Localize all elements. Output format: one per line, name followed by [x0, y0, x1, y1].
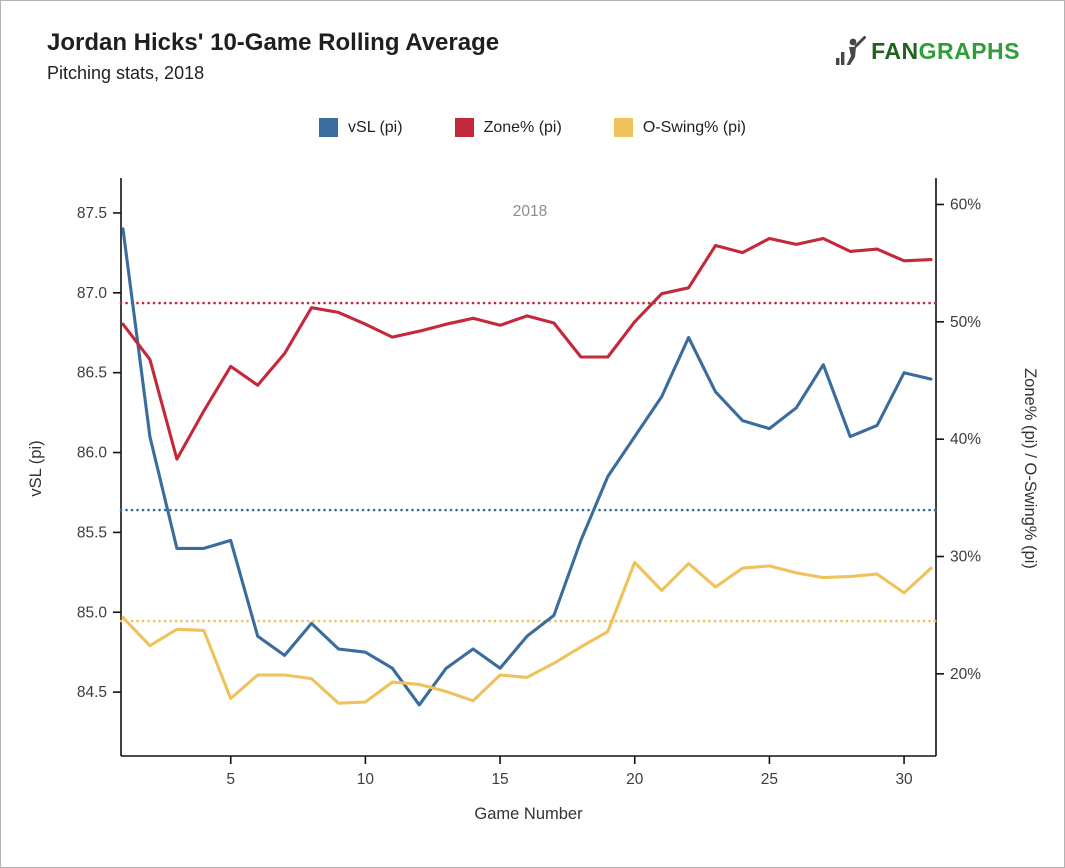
- legend: vSL (pi) Zone% (pi) O-Swing% (pi): [1, 118, 1064, 137]
- left-axis-tick-label: 87.5: [77, 205, 107, 222]
- right-axis-tick-label: 30%: [950, 549, 981, 566]
- legend-label-zone-pi: Zone% (pi): [483, 118, 562, 136]
- x-axis-tick-label: 15: [491, 771, 508, 788]
- annotation-year: 2018: [513, 203, 547, 220]
- legend-item-o-swing-pi: O-Swing% (pi): [613, 118, 746, 137]
- logo-text-graphs: GRAPHS: [918, 37, 1020, 64]
- series-line-zone-pi: [121, 236, 933, 461]
- legend-swatch-o-swing-pi: [613, 118, 633, 137]
- fangraphs-batter-icon: [836, 36, 867, 65]
- right-axis-tick-label: 50%: [950, 314, 981, 331]
- logo-text-fan: FAN: [871, 37, 919, 64]
- fangraphs-wordmark: FANGRAPHS: [871, 38, 1020, 65]
- x-axis-tick-label: 25: [761, 771, 778, 788]
- right-axis-tick-label: 40%: [950, 431, 981, 448]
- chart-subtitle: Pitching stats, 2018: [47, 63, 205, 83]
- x-axis-tick-label: 5: [226, 771, 235, 788]
- legend-label-vsl-pi: vSL (pi): [348, 118, 403, 136]
- right-axis-tick-label: 20%: [950, 666, 981, 683]
- legend-swatch-vsl-pi: [319, 118, 339, 137]
- x-axis-label: Game Number: [474, 805, 583, 823]
- legend-label-o-swing-pi: O-Swing% (pi): [642, 118, 746, 136]
- left-axis-tick-label: 86.5: [77, 365, 107, 382]
- y-axis-label-left: vSL (pi): [27, 440, 45, 496]
- x-axis-tick-label: 30: [895, 771, 913, 788]
- left-axis-tick-label: 86.0: [77, 445, 108, 462]
- legend-item-zone-pi: Zone% (pi): [454, 118, 562, 137]
- left-axis-tick-label: 85.5: [77, 524, 107, 541]
- legend-item-vsl-pi: vSL (pi): [319, 118, 403, 137]
- chart-title: Jordan Hicks' 10-Game Rolling Average: [47, 29, 500, 56]
- left-axis-tick-label: 85.0: [77, 604, 108, 621]
- left-axis-tick-label: 84.5: [77, 684, 107, 701]
- x-axis-tick-label: 10: [357, 771, 375, 788]
- x-axis-tick-label: 20: [626, 771, 644, 788]
- fangraphs-logo: FANGRAPHS: [836, 35, 1020, 67]
- series-line-vsl-pi: [121, 227, 933, 707]
- right-axis-tick-label: 60%: [950, 196, 981, 213]
- legend-swatch-zone-pi: [454, 118, 474, 137]
- series-line-o-swing-pi: [121, 560, 933, 705]
- left-axis-tick-label: 87.0: [77, 285, 108, 302]
- y-axis-label-right: Zone% (pi) / O-Swing% (pi): [1021, 368, 1039, 569]
